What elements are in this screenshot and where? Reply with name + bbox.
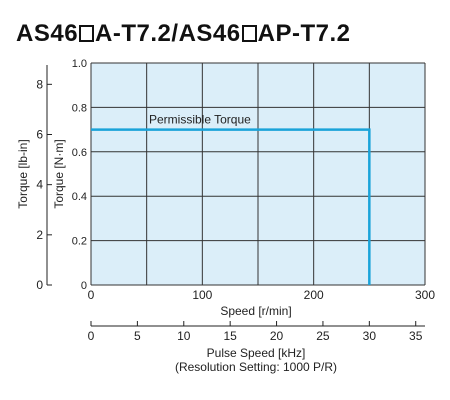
x-tick-label: 300 xyxy=(415,288,435,302)
y-tick-label: 0.8 xyxy=(72,102,87,114)
title-part-2: A-T7.2/AS46 xyxy=(95,20,241,47)
x-tick-label: 100 xyxy=(192,288,212,302)
series-label: Permissible Torque xyxy=(149,113,251,127)
secondary-x-tick-label: 20 xyxy=(270,329,284,343)
secondary-y-axis-label: Torque [lb-in] xyxy=(16,139,30,208)
secondary-x-tick-label: 15 xyxy=(223,329,237,343)
title-part-1: AS46 xyxy=(16,20,79,47)
secondary-x-tick-label: 0 xyxy=(88,329,95,343)
permissible-torque-line xyxy=(91,128,371,285)
y-tick-label: 0 xyxy=(81,280,87,292)
x-tick-label: 200 xyxy=(304,288,324,302)
chart-title: AS46 A-T7.2/AS46 AP-T7.2 xyxy=(16,20,350,48)
title-part-3: AP-T7.2 xyxy=(257,20,351,47)
secondary-y-tick-label: 8 xyxy=(36,77,43,91)
y-tick-label: 0.2 xyxy=(72,236,87,248)
secondary-x-tick-label: 10 xyxy=(177,329,191,343)
y-tick-label: 0.6 xyxy=(72,147,87,159)
secondary-x-tick-label: 35 xyxy=(409,329,423,343)
secondary-x-tick-label: 25 xyxy=(316,329,330,343)
secondary-x-axis-sublabel: (Resolution Setting: 1000 P/R) xyxy=(175,360,337,374)
secondary-y-tick-label: 6 xyxy=(36,127,43,141)
secondary-y-tick-label: 4 xyxy=(36,178,43,192)
x-axis-label: Speed [r/min] xyxy=(220,304,291,318)
secondary-y-tick-label: 0 xyxy=(36,278,43,292)
title-placeholder-box-1 xyxy=(79,25,95,42)
title-placeholder-box-2 xyxy=(241,25,257,42)
secondary-x-axis-label: Pulse Speed [kHz] xyxy=(207,346,306,360)
secondary-y-tick-label: 2 xyxy=(36,228,43,242)
secondary-x-tick-label: 30 xyxy=(363,329,377,343)
secondary-x-tick-label: 5 xyxy=(134,329,141,343)
x-tick-label: 0 xyxy=(88,288,95,302)
y-tick-label: 0.4 xyxy=(72,191,87,203)
y-tick-label: 1.0 xyxy=(72,58,87,70)
y-axis-label: Torque [N·m] xyxy=(52,139,66,208)
